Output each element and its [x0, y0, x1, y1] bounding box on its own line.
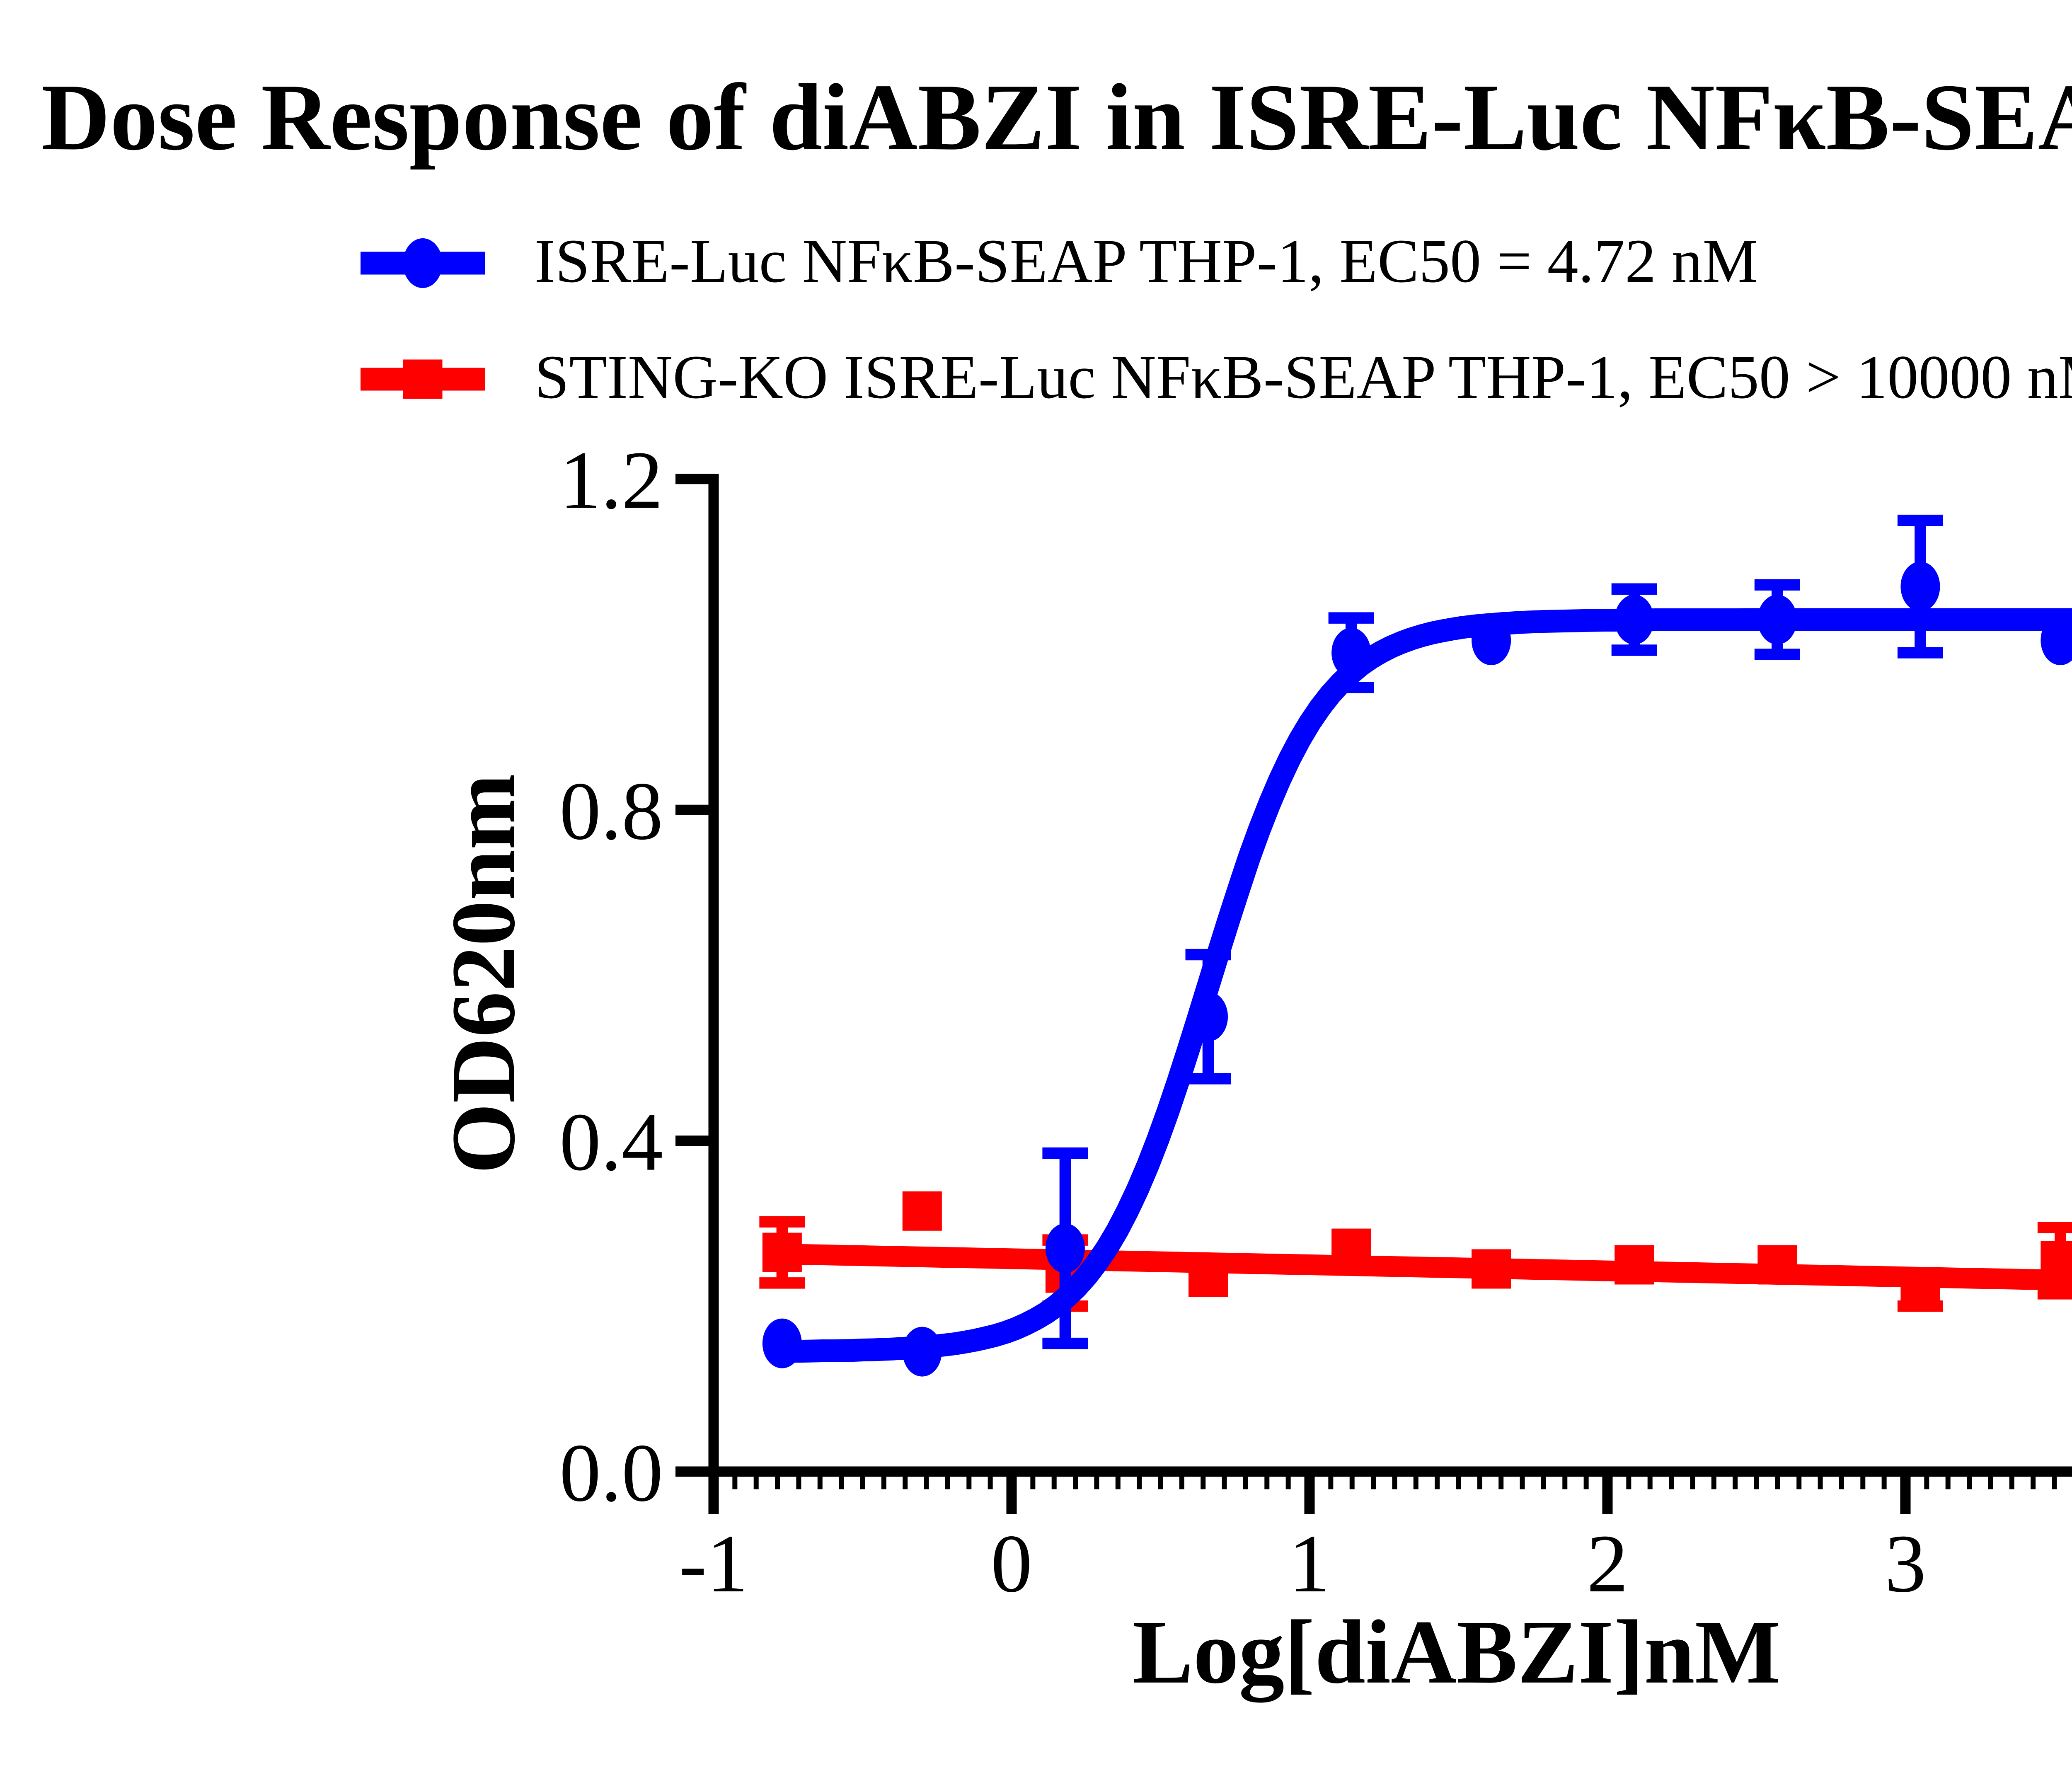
data-point-square	[2041, 1241, 2072, 1281]
data-point-square	[762, 1233, 802, 1272]
y-tick-label: 0.4	[559, 1097, 663, 1188]
x-tick-label: 3	[1885, 1518, 1926, 1610]
x-tick-label: 1	[1289, 1518, 1330, 1610]
fit-curve-circle	[782, 620, 2072, 1351]
y-tick-label: 0.8	[559, 765, 663, 857]
x-tick-label: 0	[991, 1518, 1032, 1610]
data-point-square	[1472, 1249, 1511, 1288]
data-point-circle	[762, 1319, 802, 1368]
data-point-square	[1615, 1245, 1654, 1285]
data-point-square	[1900, 1270, 1940, 1309]
data-point-circle	[1757, 595, 1797, 644]
fit-line-square	[782, 1254, 2072, 1283]
data-point-circle	[1615, 595, 1654, 644]
data-point-square	[1331, 1229, 1371, 1268]
y-tick-label: 0.0	[559, 1427, 663, 1519]
data-point-circle	[1472, 615, 1511, 665]
data-point-circle	[1188, 992, 1228, 1041]
x-tick-label: 2	[1587, 1518, 1628, 1610]
y-tick-label: 1.2	[559, 435, 663, 526]
x-tick-label: -1	[679, 1518, 748, 1610]
data-point-square	[1757, 1245, 1797, 1285]
data-point-square	[1188, 1257, 1228, 1297]
data-point-circle	[1331, 628, 1371, 678]
data-point-circle	[1900, 562, 1940, 611]
data-point-square	[903, 1191, 942, 1231]
y-axis-title: OD620nm	[433, 774, 534, 1174]
data-point-circle	[1046, 1223, 1085, 1273]
data-point-circle	[903, 1327, 942, 1377]
x-axis-title: Log[diABZI]nM	[1133, 1601, 1781, 1703]
